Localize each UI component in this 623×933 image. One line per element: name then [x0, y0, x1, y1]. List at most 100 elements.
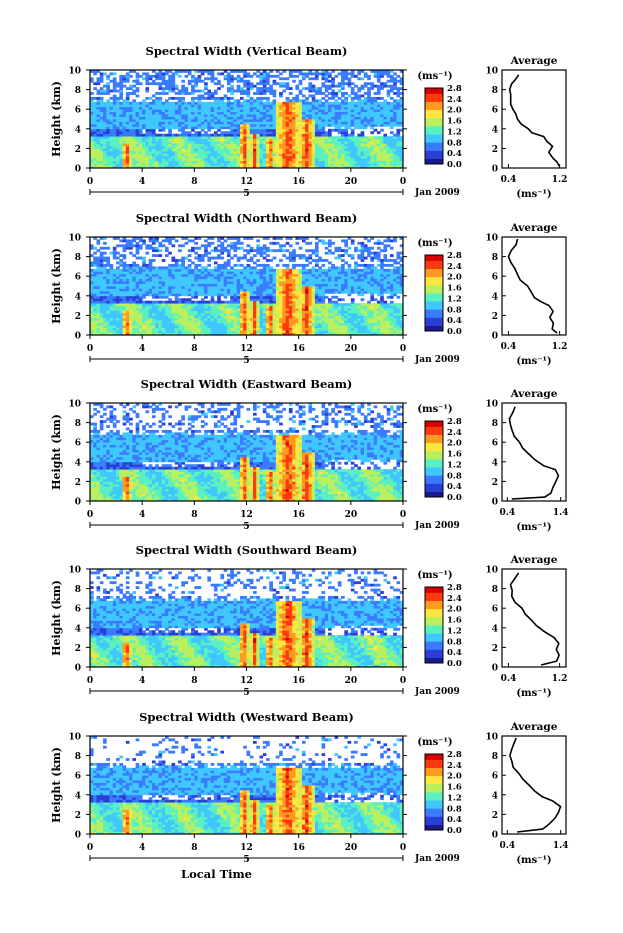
heatmap-cell: [119, 298, 123, 301]
heatmap-cell: [348, 107, 352, 110]
heatmap-cell: [243, 121, 247, 124]
heatmap-cell: [145, 117, 149, 120]
heatmap-cell: [132, 90, 136, 93]
heatmap-cell: [214, 158, 218, 161]
heatmap-cell: [100, 109, 104, 112]
heatmap-cell: [123, 109, 127, 112]
average-y-tick-label: 4: [492, 125, 498, 135]
heatmap-cell: [338, 126, 342, 129]
heatmap-cell: [315, 92, 319, 95]
heatmap-cell: [273, 114, 277, 117]
heatmap-cell: [295, 97, 299, 100]
heatmap-cell: [260, 121, 264, 124]
heatmap-cell: [110, 318, 114, 321]
heatmap-cell: [207, 124, 211, 127]
heatmap-cell: [341, 85, 345, 88]
heatmap-cell: [331, 97, 335, 100]
heatmap-cell: [116, 279, 120, 282]
heatmap-cell: [100, 318, 104, 321]
heatmap-cell: [139, 163, 143, 166]
heatmap-cell: [341, 87, 345, 90]
heatmap-cell: [227, 102, 231, 105]
heatmap-cell: [113, 284, 117, 287]
heatmap-cell: [282, 158, 286, 161]
heatmap-cell: [260, 158, 264, 161]
heatmap-cell: [126, 148, 130, 151]
heatmap-cell: [158, 107, 162, 110]
heatmap-cell: [377, 117, 381, 120]
heatmap-cell: [139, 274, 143, 277]
heatmap-cell: [383, 109, 387, 112]
heatmap-cell: [237, 99, 241, 102]
heatmap-cell: [129, 279, 133, 282]
heatmap-cell: [119, 139, 123, 142]
y-tick-label: 10: [68, 67, 81, 77]
heatmap-cell: [269, 136, 273, 139]
heatmap-cell: [299, 144, 303, 147]
heatmap-cell: [380, 119, 384, 122]
heatmap-cell: [214, 97, 218, 100]
heatmap-cell: [113, 129, 117, 132]
heatmap-cell: [198, 117, 202, 120]
heatmap-cell: [198, 121, 202, 124]
heatmap-cell: [93, 146, 97, 149]
heatmap-cell: [260, 82, 264, 85]
heatmap-cell: [243, 112, 247, 115]
heatmap-cell: [393, 99, 397, 102]
heatmap-cell: [256, 119, 260, 122]
heatmap-cell: [247, 117, 251, 120]
heatmap-cell: [158, 151, 162, 154]
heatmap-cell: [299, 134, 303, 137]
heatmap-cell: [325, 158, 329, 161]
heatmap-cell: [357, 124, 361, 127]
heatmap-cell: [364, 72, 368, 75]
heatmap-cell: [357, 99, 361, 102]
heatmap-cell: [142, 99, 146, 102]
heatmap-cell: [308, 161, 312, 164]
heatmap-cell: [220, 99, 224, 102]
heatmap-cell: [224, 144, 228, 147]
heatmap-cell: [312, 95, 316, 98]
heatmap-cell: [233, 124, 237, 127]
heatmap-cell: [123, 148, 127, 151]
heatmap-cell: [377, 72, 381, 75]
heatmap-cell: [191, 112, 195, 115]
heatmap-cell: [273, 146, 277, 149]
heatmap-cell: [93, 301, 97, 304]
heatmap-cell: [145, 271, 149, 274]
heatmap-cell: [295, 119, 299, 122]
heatmap-cell: [142, 239, 146, 242]
heatmap-cell: [266, 90, 270, 93]
heatmap-cell: [139, 284, 143, 287]
heatmap-cell: [145, 274, 149, 277]
heatmap-cell: [377, 124, 381, 127]
heatmap-cell: [126, 284, 130, 287]
heatmap-cell: [233, 163, 237, 166]
figure: Spectral Width (Vertical Beam)0246810Hei…: [0, 0, 623, 929]
heatmap-cell: [370, 156, 374, 159]
heatmap-cell: [380, 148, 384, 151]
heatmap-cell: [145, 276, 149, 279]
heatmap-cell: [123, 330, 127, 333]
heatmap-cell: [393, 87, 397, 90]
heatmap-cell: [341, 95, 345, 98]
heatmap-cell: [207, 102, 211, 105]
heatmap-cell: [113, 249, 117, 252]
heatmap-cell: [377, 77, 381, 80]
heatmap-cell: [344, 75, 348, 78]
heatmap-cell: [273, 80, 277, 83]
heatmap-cell: [191, 104, 195, 107]
heatmap-cell: [237, 75, 241, 78]
heatmap-cell: [175, 148, 179, 151]
heatmap-cell: [214, 112, 218, 115]
heatmap-cell: [158, 75, 162, 78]
heatmap-cell: [145, 82, 149, 85]
heatmap-cell: [172, 153, 176, 156]
heatmap-cell: [126, 298, 130, 301]
heatmap-cell: [126, 296, 130, 299]
heatmap-cell: [341, 107, 345, 110]
heatmap-cell: [139, 144, 143, 147]
heatmap-cell: [93, 134, 97, 137]
heatmap-cell: [155, 99, 159, 102]
average-x-tick-label: 1.2: [552, 175, 568, 185]
